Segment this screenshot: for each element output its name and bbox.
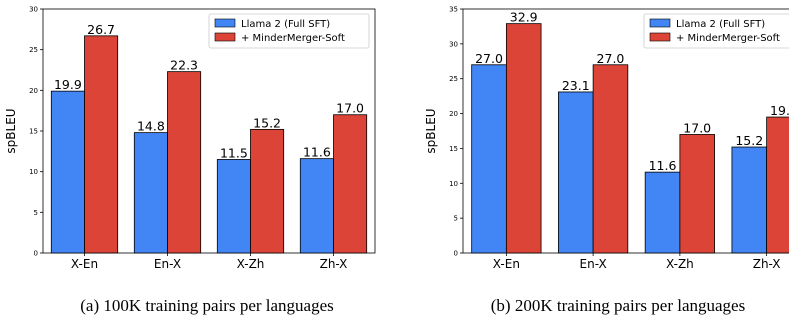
legend-swatch <box>649 18 671 28</box>
data-label: 22.3 <box>170 58 198 73</box>
x-tick-label: X-Zh <box>237 257 265 271</box>
data-label: 23.1 <box>562 78 590 93</box>
bar <box>84 35 119 254</box>
legend-swatch <box>214 32 236 42</box>
y-tick-label: 20 <box>29 87 38 95</box>
data-label: 27.0 <box>475 51 503 66</box>
y-tick-label: 30 <box>29 6 38 14</box>
data-label: 15.2 <box>735 133 763 148</box>
data-label: 11.5 <box>220 145 248 160</box>
data-label: 27.0 <box>597 51 625 66</box>
bar <box>558 91 594 254</box>
y-tick-label: 25 <box>449 75 458 83</box>
y-tick-label: 5 <box>34 209 38 217</box>
bar <box>505 23 542 254</box>
bar <box>644 171 681 254</box>
bar <box>333 114 368 254</box>
chart-b: 0 5 10 15 20 25 30 35 spBLEU X-En 27.0 32.9 En-X 23.1… <box>424 6 789 315</box>
y-tick-label: 25 <box>29 46 38 54</box>
x-tick-label: X-En <box>71 257 98 271</box>
legend-label: Llama 2 (Full SFT) <box>241 19 330 30</box>
data-label: 14.8 <box>137 119 165 134</box>
y-tick-label: 20 <box>449 110 458 118</box>
data-label: 17.0 <box>336 101 364 116</box>
bar <box>50 90 85 254</box>
data-label: 15.2 <box>253 115 281 130</box>
figure-caption: (a) 100K training pairs per languages <box>80 296 334 315</box>
legend-label: Llama 2 (Full SFT) <box>676 19 765 30</box>
y-tick-label: 0 <box>34 250 38 258</box>
y-tick-label: 0 <box>454 250 458 258</box>
bar <box>250 128 285 254</box>
figure-caption: (b) 200K training pairs per languages <box>491 296 745 315</box>
bar <box>592 64 629 254</box>
y-tick-label: 10 <box>29 168 38 176</box>
y-axis-label: spBLEU <box>4 108 18 153</box>
bar <box>471 64 507 254</box>
data-label: 11.6 <box>649 158 677 173</box>
y-tick-label: 5 <box>454 215 458 223</box>
chart-a: 0 5 10 15 20 25 30 spBLEU X-En 19.9 26.7 En-X 14.8 22… <box>4 6 376 315</box>
bar <box>167 71 202 254</box>
legend-label: + MinderMerger-Soft <box>676 33 780 44</box>
x-tick-label: En-X <box>580 257 607 271</box>
x-tick-label: X-En <box>493 257 520 271</box>
data-label: 11.6 <box>303 145 331 160</box>
data-label: 19.5 <box>770 103 789 118</box>
data-label: 17.0 <box>683 120 711 135</box>
bar <box>679 134 715 254</box>
legend-swatch <box>214 18 236 28</box>
x-tick-label: Zh-X <box>753 257 781 271</box>
x-tick-label: Zh-X <box>320 257 348 271</box>
data-label: 32.9 <box>510 10 538 25</box>
legend-swatch <box>649 32 671 42</box>
y-tick-label: 35 <box>449 6 458 14</box>
y-tick-label: 30 <box>449 40 458 48</box>
bar <box>731 146 768 254</box>
data-label: 26.7 <box>87 22 115 37</box>
y-tick-label: 10 <box>449 180 458 188</box>
bar <box>766 116 789 254</box>
x-tick-label: X-Zh <box>666 257 694 271</box>
data-label: 19.9 <box>54 77 82 92</box>
x-tick-label: En-X <box>154 257 181 271</box>
bar <box>216 159 251 254</box>
bar <box>299 158 334 254</box>
legend-label: + MinderMerger-Soft <box>241 33 345 44</box>
y-axis-label: spBLEU <box>424 108 438 153</box>
y-tick-label: 15 <box>449 145 458 153</box>
legend-box <box>643 13 789 49</box>
legend-box <box>208 13 370 49</box>
plot-frame <box>462 8 789 254</box>
y-tick-label: 15 <box>29 128 38 136</box>
bar <box>133 132 168 254</box>
